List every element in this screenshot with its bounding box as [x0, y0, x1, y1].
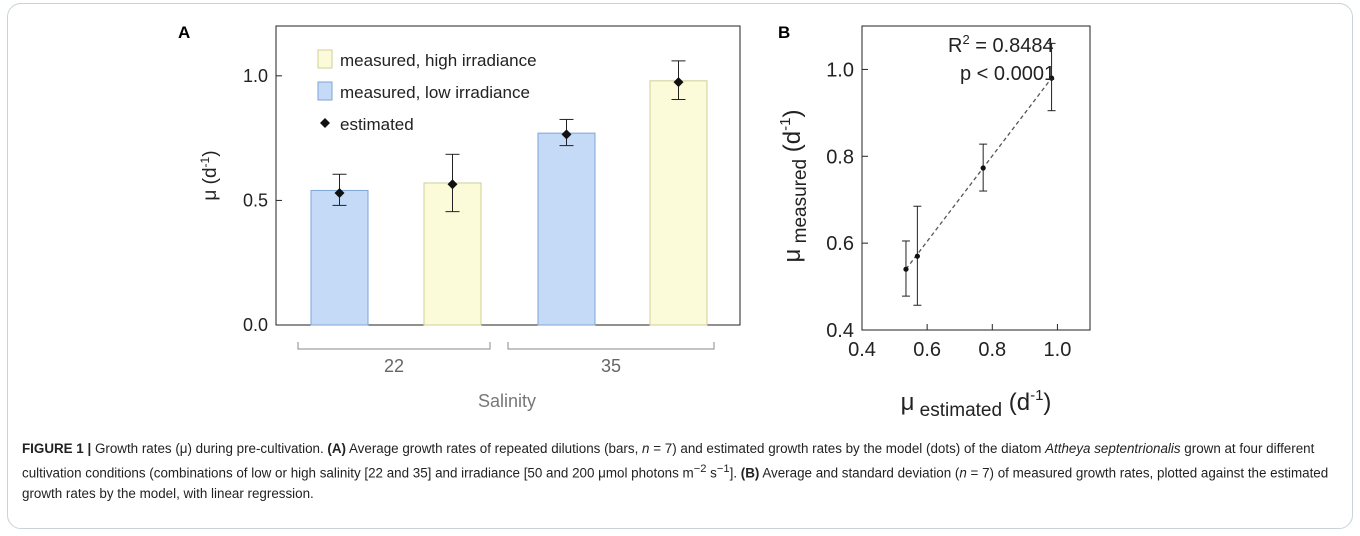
x-axis-label: μ estimated (d-1) [901, 387, 1052, 421]
x-tick-label: 0.6 [913, 339, 941, 361]
panel-a: A 0.0 0.5 1.0 μ (d-1) measured, high irradian… [178, 23, 741, 411]
caption-species: Attheya septentrionalis [1045, 441, 1181, 456]
y-axis-label: μ (d-1) [198, 150, 221, 200]
estimated-marker [561, 129, 572, 140]
caption-text: = 7) and estimated growth rates by the m… [649, 441, 1046, 456]
x-axis-label-sub: estimated [914, 400, 1002, 421]
data-point [1048, 75, 1055, 81]
legend-label: measured, low irradiance [340, 83, 530, 102]
caption-text: Average growth rates of repeated dilutio… [346, 441, 643, 456]
y-axis-label-close: ) [200, 150, 221, 156]
y-axis-label-close: ) [779, 110, 806, 118]
legend-swatch [317, 49, 333, 69]
y-tick-label: 1.0 [826, 59, 854, 81]
plot-area-frame [861, 25, 1091, 331]
legend-marker [320, 118, 330, 128]
plot-area-frame [275, 25, 741, 326]
caption-text: Growth rates (μ) during pre-cultivation. [91, 441, 328, 456]
y-axis-label-sub: measured [790, 159, 811, 249]
data-point [980, 165, 986, 171]
figure-frame [7, 3, 1353, 529]
figure-caption: FIGURE 1 | Growth rates (μ) during pre-c… [22, 438, 1340, 504]
caption-sup: −2 [693, 463, 707, 475]
caption-text: s [706, 465, 717, 481]
legend-label: measured, high irradiance [340, 51, 537, 70]
caption-a-label: (A) [327, 441, 347, 456]
y-tick-label: 0.0 [243, 315, 268, 335]
estimated-marker [673, 77, 684, 88]
caption-text: grown at four different cultivation cond… [22, 441, 1315, 481]
estimated-marker [334, 187, 345, 198]
x-axis-label-unit: (d [1002, 389, 1030, 416]
caption-sup: −1 [716, 463, 730, 475]
regression-line [905, 77, 1053, 270]
y-tick-label: 0.6 [826, 233, 854, 255]
r-squared-label: R [948, 35, 962, 57]
x-tick-label: 0.8 [978, 339, 1006, 361]
group-bracket [507, 342, 715, 350]
legend-swatch [317, 81, 333, 101]
caption-b-label: (B) [740, 465, 760, 481]
data-point [914, 253, 920, 259]
y-tick-label: 0.5 [243, 190, 268, 210]
figure-panels: A0.00.51.0μ (d-1)measured, high irradian… [178, 23, 1091, 421]
y-tick-label: 0.8 [826, 146, 854, 168]
bar [649, 80, 708, 326]
bar [310, 189, 369, 326]
x-tick-label: 1.0 [1044, 339, 1072, 361]
r-squared-annotation: R2 = 0.8484 [948, 32, 1054, 57]
panel-label: B [778, 23, 790, 42]
group-bracket [297, 342, 491, 350]
r-squared-sup: 2 [962, 32, 969, 47]
y-axis-label-text: μ (d [200, 167, 221, 200]
r-squared-value: = 0.8484 [970, 35, 1054, 57]
group-label: 35 [601, 356, 621, 376]
data-point [903, 266, 909, 272]
caption-n: n [642, 441, 650, 456]
x-tick-label: 0.4 [848, 339, 876, 361]
x-axis-label: Salinity [478, 391, 536, 411]
caption-text: ]. [729, 465, 741, 481]
y-tick-label: 0.4 [826, 320, 854, 342]
x-axis-label-sup: -1 [1030, 387, 1043, 404]
caption-text: Average and standard deviation ( [759, 465, 960, 481]
group-label: 22 [384, 356, 404, 376]
caption-n: n [959, 465, 967, 481]
y-axis-label-sup: -1 [198, 156, 212, 167]
bar [537, 132, 596, 326]
legend-label: estimated [340, 115, 414, 134]
panel-b: B 0.4 0.6 0.8 1.0 0.4 0.6 0.8 1.0 R2 = 0.8484 p < … [777, 23, 1091, 421]
caption-lead: FIGURE 1 | [22, 441, 92, 456]
estimated-marker [447, 179, 458, 190]
caption-text: = 7) of measured growth rates, plotted a… [22, 465, 1329, 502]
y-axis-label-sup: -1 [777, 118, 794, 131]
p-value-annotation: p < 0.0001 [960, 63, 1055, 85]
y-axis-label-unit: (d [779, 131, 806, 159]
y-axis-label-main: μ [779, 249, 806, 263]
x-axis-label-main: μ [901, 389, 915, 416]
y-axis-label: μ measured (d-1) [777, 110, 811, 263]
y-tick-label: 1.0 [243, 66, 268, 86]
x-axis-label-close: ) [1043, 389, 1051, 416]
panel-label: A [178, 23, 190, 42]
